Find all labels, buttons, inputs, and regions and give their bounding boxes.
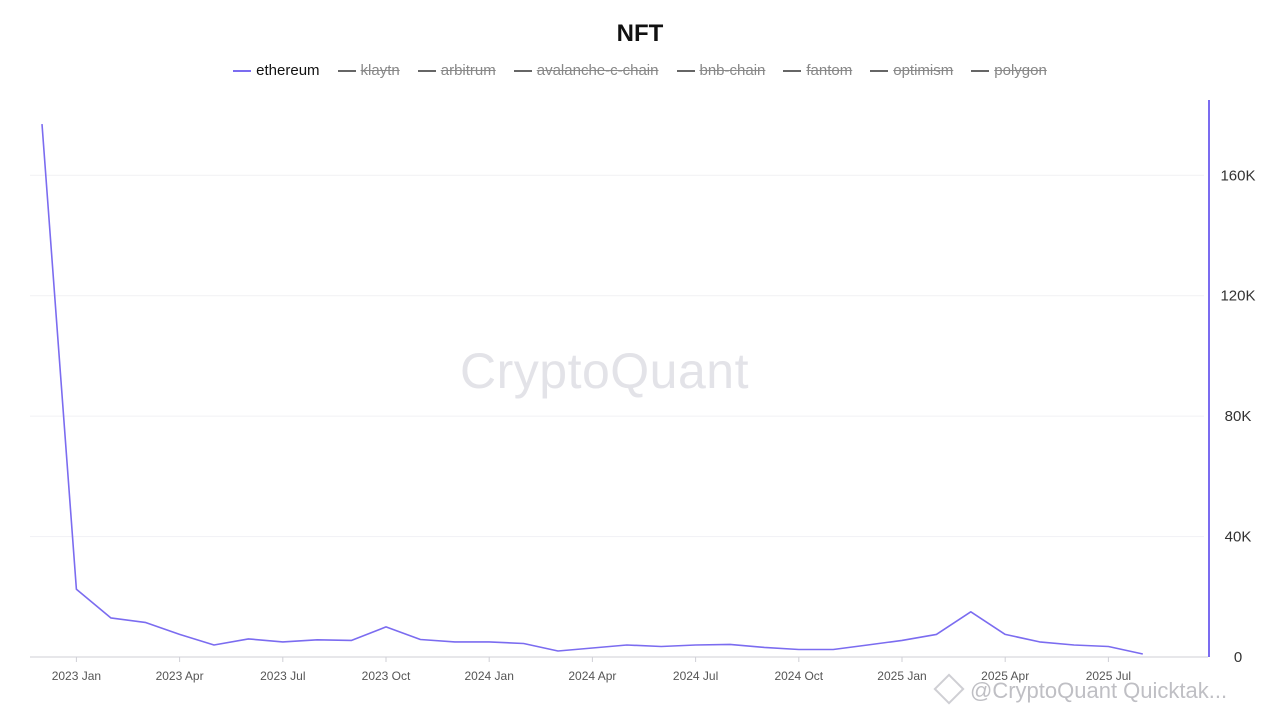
- legend-item-fantom[interactable]: fantom: [783, 62, 852, 79]
- y-tick-label: 40K: [1225, 529, 1252, 546]
- y-tick-label: 160K: [1220, 167, 1255, 184]
- axes: [30, 100, 1210, 658]
- legend-label: klaytn: [360, 62, 400, 79]
- grid-lines: [30, 174, 1204, 538]
- legend-swatch: [337, 69, 356, 72]
- legend-swatch: [783, 69, 802, 72]
- x-tick-label: 2024 Apr: [568, 669, 616, 683]
- x-tick-label: 2024 Jan: [465, 669, 514, 683]
- legend-item-polygon[interactable]: polygon: [971, 62, 1047, 79]
- legend-item-optimism[interactable]: optimism: [870, 62, 953, 79]
- legend-item-bnb-chain[interactable]: bnb-chain: [676, 62, 766, 79]
- x-tick-label: 2024 Jul: [673, 669, 718, 683]
- x-tick-label: 2024 Oct: [774, 669, 823, 683]
- legend-swatch: [870, 69, 889, 72]
- legend-label: fantom: [806, 62, 853, 79]
- legend-label: ethereum: [256, 62, 320, 79]
- credit-label: @CryptoQuant Quicktak...: [970, 678, 1228, 703]
- x-tick-label: 2023 Jul: [260, 669, 305, 683]
- x-tick-labels: 2023 Jan 2023 Apr 2023 Jul 2023 Oct 2024 Jan…: [52, 657, 1131, 683]
- watermark-logo: CryptoQuant: [460, 343, 749, 399]
- x-tick-label: 2023 Oct: [362, 669, 411, 683]
- legend-label: arbitrum: [440, 62, 496, 79]
- x-tick-label: 2025 Apr: [981, 669, 1029, 683]
- credit-text: @CryptoQuant Quicktak...: [933, 673, 1228, 705]
- binance-square-icon: [933, 673, 965, 705]
- y-tick-label: 80K: [1225, 408, 1252, 425]
- legend-item-ethereum[interactable]: ethereum: [233, 62, 320, 79]
- legend-swatch: [971, 69, 990, 72]
- legend-label: polygon: [994, 62, 1047, 79]
- legend-item-klaytn[interactable]: klaytn: [337, 62, 400, 79]
- y-tick-label: 0: [1234, 649, 1242, 666]
- series-line-ethereum: [41, 124, 1143, 655]
- x-tick-label: 2025 Jan: [877, 669, 926, 683]
- legend-swatch: [513, 69, 532, 72]
- legend-swatch: [417, 69, 436, 72]
- series-layer: [41, 124, 1143, 655]
- chart-title: NFT: [616, 20, 664, 47]
- legend-label: bnb-chain: [699, 62, 766, 79]
- y-tick-label: 120K: [1220, 288, 1255, 305]
- chart-legend: ethereum klaytn arbitrum avalanche-c-chain b…: [0, 62, 1280, 79]
- legend-swatch: [233, 69, 252, 72]
- legend-label: avalanche-c-chain: [536, 62, 659, 79]
- x-tick-label: 2023 Apr: [156, 669, 204, 683]
- x-tick-label: 2023 Jan: [52, 669, 101, 683]
- x-tick-label: 2025 Jul: [1086, 669, 1131, 683]
- y-tick-labels: 0 40K 80K 120K 160K: [1220, 167, 1255, 666]
- legend-swatch: [676, 69, 695, 72]
- legend-label: optimism: [893, 62, 954, 79]
- legend-item-avalanche-c-chain[interactable]: avalanche-c-chain: [513, 62, 659, 79]
- legend-item-arbitrum[interactable]: arbitrum: [417, 62, 496, 79]
